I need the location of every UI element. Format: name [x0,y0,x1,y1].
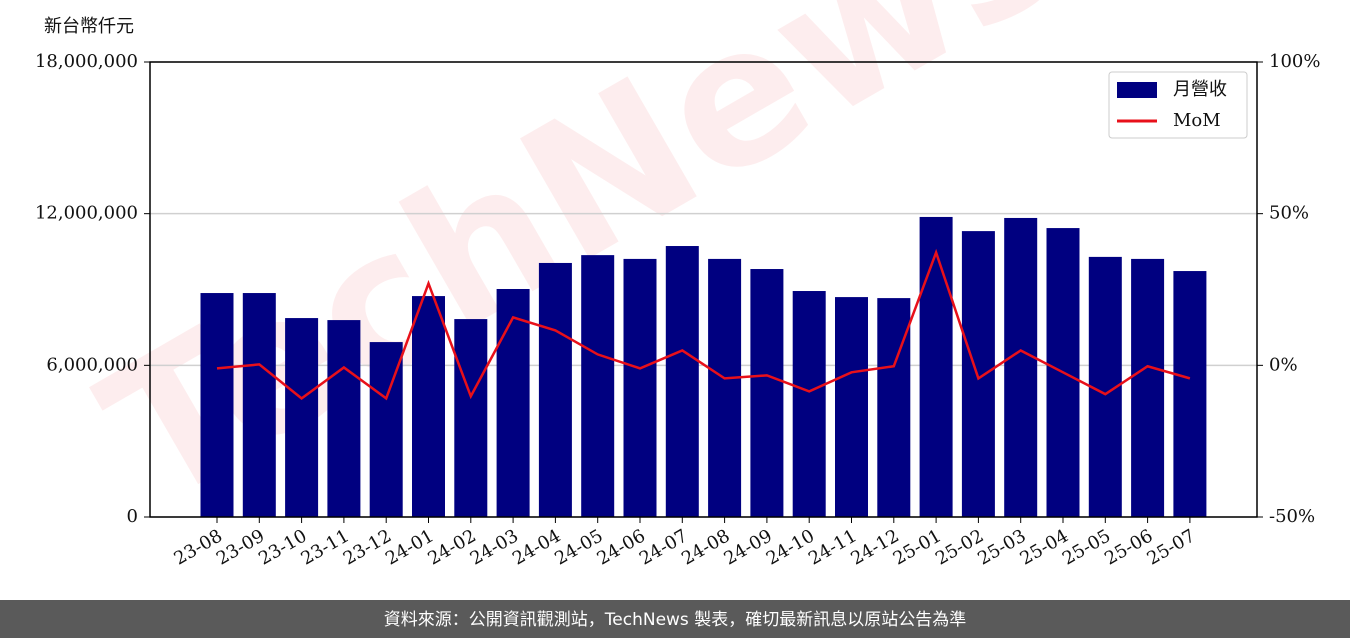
bar [538,262,572,517]
bar [961,231,995,517]
line [216,248,1191,401]
bar [242,293,276,517]
y2-tick-label: 50% [1269,203,1309,224]
bar [708,258,742,517]
legend: 月營收 MoM [1108,71,1248,139]
y-tick-label: 18,000,000 [35,51,138,72]
bar [877,298,911,517]
y-tick-label: 6,000,000 [46,354,138,375]
bar [285,318,319,517]
legend-swatch [1117,82,1157,98]
bar [496,288,530,517]
bar [1131,258,1165,517]
bar [835,297,868,517]
x-tick-label: 25-07 [1143,525,1198,569]
y-tick-label: 12,000,000 [35,203,138,224]
bar [327,320,361,517]
legend-label: 月營收 [1173,79,1227,100]
y2-tick-label: -50% [1269,506,1315,527]
bar [665,246,699,517]
y-tick-label: 0 [127,506,138,527]
bar [200,293,234,517]
footer-band [0,600,1350,638]
bar [454,319,488,517]
y-axis-label: 新台幣仟元 [44,16,134,37]
legend-label: MoM [1173,110,1221,131]
bar [581,255,615,517]
bar [623,258,657,517]
bar [412,296,445,517]
bar [792,291,826,517]
y2-tick-label: 0% [1269,354,1298,375]
footer: 資料來源：公開資訊觀測站，TechNews 製表，確切最新訊息以原站公告為準 [384,610,966,630]
y2-tick-label: 100% [1269,51,1320,72]
bar [1004,217,1038,518]
bar [750,269,784,517]
bar [1173,271,1207,517]
plot-frame [149,61,1258,518]
bar [919,216,953,518]
